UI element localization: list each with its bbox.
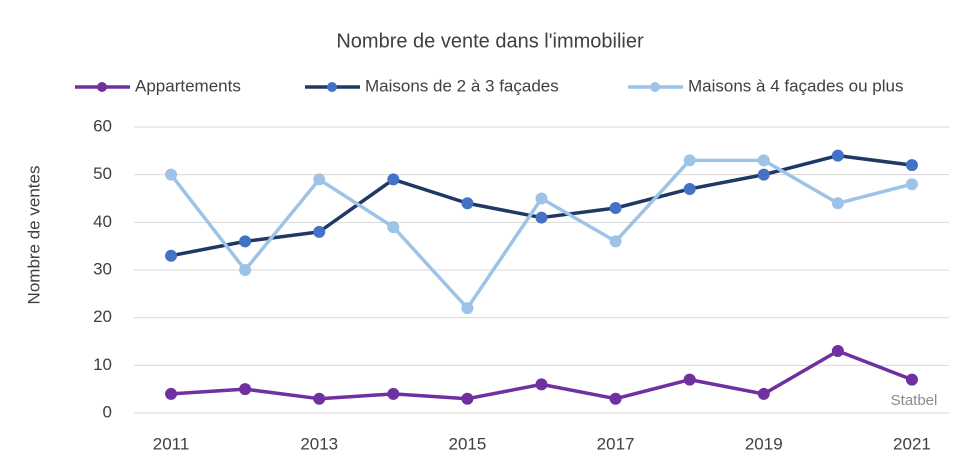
data-point <box>387 387 400 400</box>
data-point <box>387 221 400 234</box>
legend-marker <box>327 82 337 92</box>
data-point <box>239 235 252 248</box>
legend-label: Appartements <box>135 76 241 95</box>
y-tick-label: 60 <box>93 116 112 135</box>
legend-label: Maisons de 2 à 3 façades <box>365 76 559 95</box>
x-tick-label: 2011 <box>153 434 190 453</box>
data-point <box>535 211 548 224</box>
data-point <box>313 225 326 238</box>
legend-marker <box>97 82 107 92</box>
data-point <box>609 235 622 248</box>
data-point <box>609 202 622 215</box>
data-point <box>757 154 770 167</box>
data-point <box>239 383 252 396</box>
data-point <box>387 173 400 186</box>
data-point <box>831 345 844 358</box>
x-tick-label: 2013 <box>300 434 338 453</box>
data-point <box>905 373 918 386</box>
data-point <box>165 249 178 262</box>
series-line <box>170 349 913 401</box>
chart-title: Nombre de vente dans l'immobilier <box>336 30 644 52</box>
x-tick-label: 2015 <box>448 434 486 453</box>
data-point <box>831 149 844 162</box>
data-point <box>683 373 696 386</box>
y-tick-label: 10 <box>93 355 112 374</box>
y-tick-label: 30 <box>93 259 112 278</box>
data-point <box>905 159 918 172</box>
series-line <box>169 158 913 310</box>
data-point <box>609 392 622 405</box>
x-tick-label: 2017 <box>597 434 635 453</box>
legend-marker <box>650 82 660 92</box>
y-tick-label: 20 <box>93 307 112 326</box>
series-line <box>170 153 913 258</box>
data-point <box>683 154 696 167</box>
y-tick-label: 0 <box>103 402 112 421</box>
data-point <box>535 192 548 205</box>
y-tick-label: 40 <box>93 212 112 231</box>
data-point <box>461 302 474 315</box>
x-tick-label: 2021 <box>893 434 931 453</box>
y-tick-label: 50 <box>93 164 112 183</box>
data-point <box>239 264 252 276</box>
data-point <box>165 387 178 400</box>
source-note: Statbel <box>891 392 938 409</box>
data-point <box>461 197 474 210</box>
x-tick-label: 2019 <box>745 434 783 453</box>
data-point <box>313 173 326 186</box>
data-point <box>535 378 548 391</box>
legend-label: Maisons à 4 façades ou plus <box>688 76 903 95</box>
data-point <box>165 168 178 181</box>
data-point <box>905 178 918 191</box>
data-point <box>461 392 474 405</box>
data-point <box>831 197 844 210</box>
data-point <box>757 168 770 181</box>
data-point <box>683 182 696 195</box>
data-point <box>313 392 326 405</box>
y-axis-label: Nombre de ventes <box>24 166 43 305</box>
data-point <box>757 387 770 400</box>
